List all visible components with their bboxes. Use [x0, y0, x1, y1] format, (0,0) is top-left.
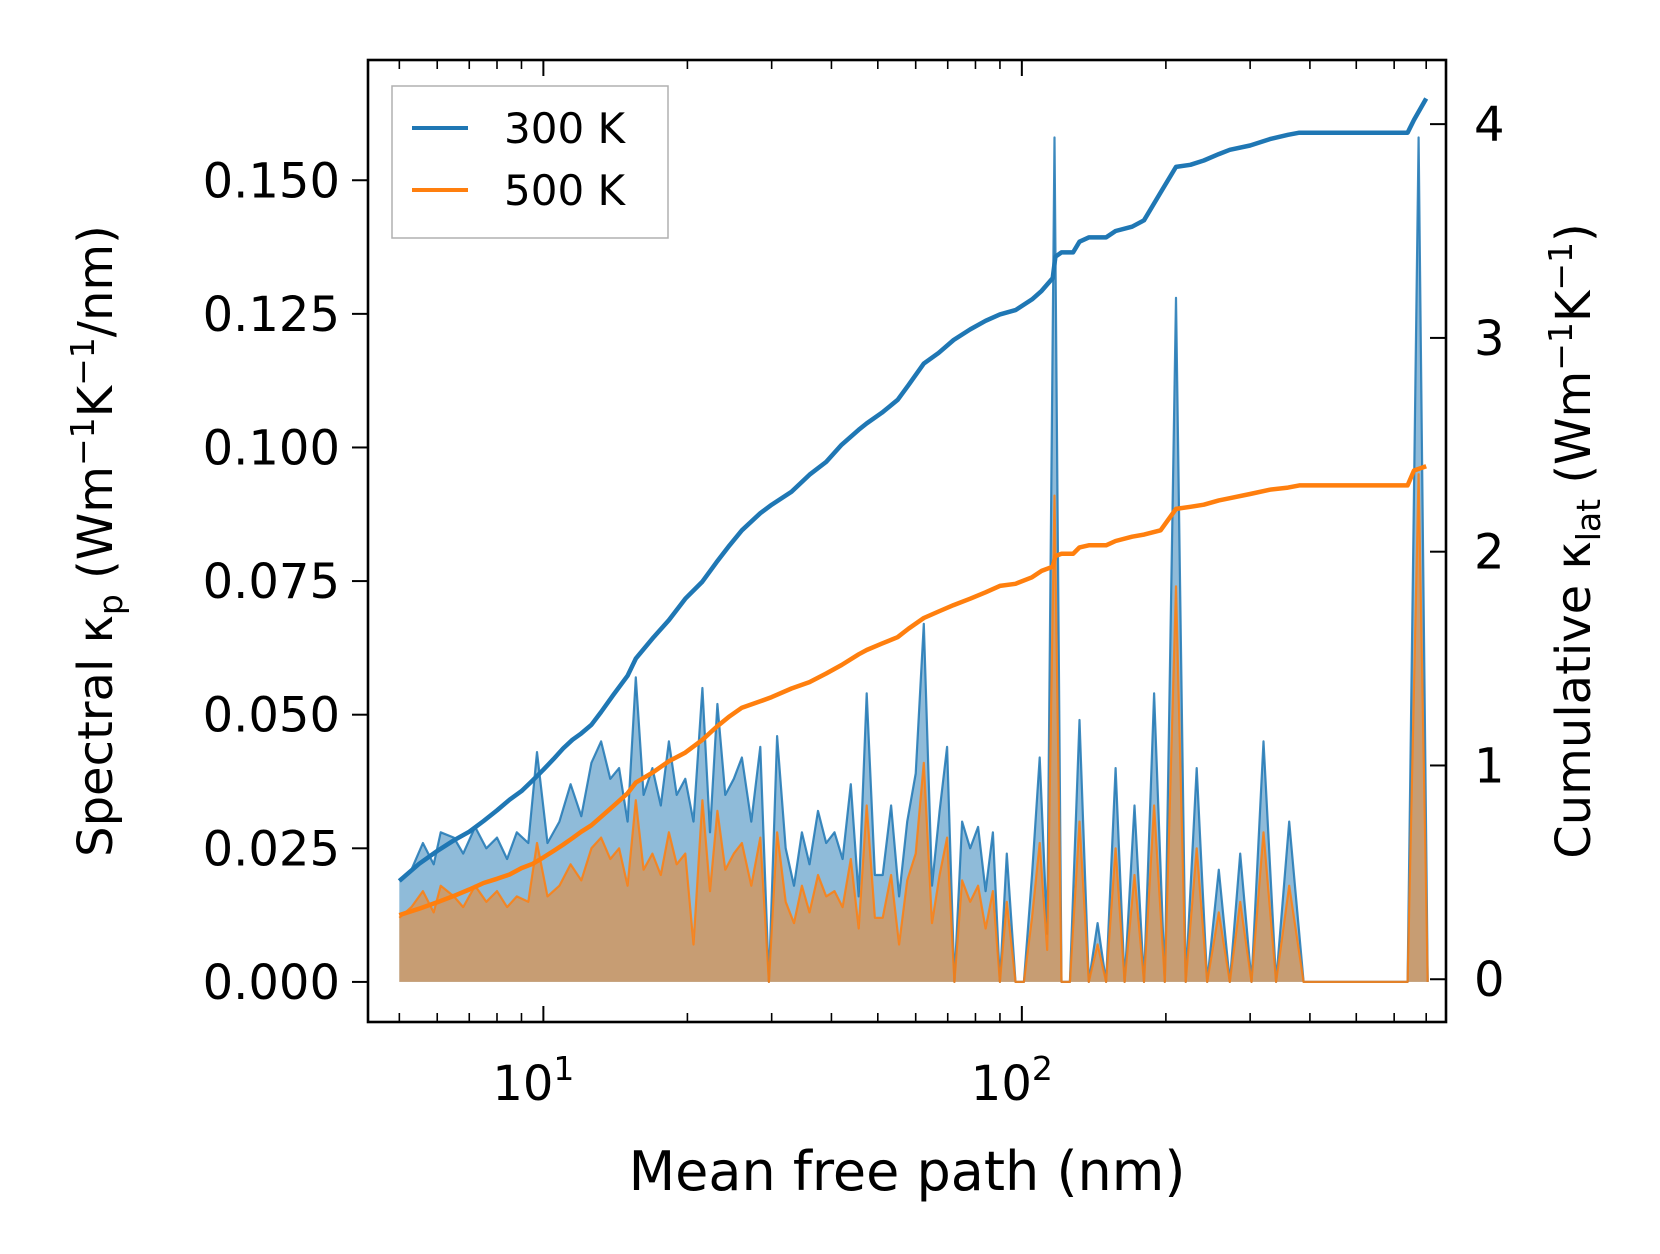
y-left-label-unit-b: K [68, 384, 124, 417]
legend-box [391, 85, 669, 239]
y-left-axis-label: Spectral κp (Wm−1K−1/nm) [63, 225, 130, 857]
y-left-label-sup2: −1 [63, 337, 102, 386]
y-right-label-sub: lat [1569, 499, 1608, 541]
legend: 300 K 500 K [391, 85, 669, 239]
y-right-label-unit-a: (Wm [1546, 371, 1602, 499]
y-left-tick-label: 0.125 [203, 287, 340, 343]
y-left-tick-label: 0.150 [203, 153, 340, 209]
y-left-tick-label: 0.000 [203, 955, 340, 1011]
plot-frame [366, 58, 1448, 1024]
y-right-label-unit-b: K [1546, 289, 1602, 322]
y-left-label-prefix: Spectral κ [68, 615, 124, 857]
y-right-tick-label: 2 [1474, 525, 1505, 581]
y-left-tick-label: 0.100 [203, 420, 340, 476]
x-tick-label: 101 [492, 1049, 574, 1112]
y-left-label-sup1: −1 [63, 417, 102, 466]
spectral-line-300k [398, 136, 1429, 983]
y-right-label-sup1: −1 [1541, 322, 1580, 371]
y-right-axis-label: Cumulative κlat (Wm−1K−1) [1541, 223, 1608, 859]
y-right-tick-label: 1 [1474, 738, 1505, 794]
y-right-tick-label: 0 [1474, 952, 1505, 1008]
y-right-label-unit-c: ) [1546, 223, 1602, 242]
y-right-tick-label: 4 [1474, 97, 1505, 153]
y-right-tick-label: 3 [1474, 311, 1505, 367]
spectral-line-500k [398, 473, 1429, 983]
y-left-label-sub: p [91, 594, 130, 615]
x-axis-label: Mean free path (nm) [629, 1140, 1186, 1203]
x-tick-label: 102 [971, 1049, 1053, 1112]
legend-label-500k: 500 K [504, 166, 627, 215]
y-left-label-unit-c: /nm) [68, 225, 124, 337]
legend-label-300k: 300 K [504, 104, 627, 153]
y-right-label-sup2: −1 [1541, 242, 1580, 291]
ticks-layer: 101 1020.0000.0250.0500.0750.1000.1250.15… [203, 60, 1505, 1112]
y-left-tick-label: 0.075 [203, 554, 340, 610]
cumulative-line-500k [398, 464, 1427, 918]
y-left-label-unit-a: (Wm [68, 466, 124, 594]
y-left-tick-label: 0.050 [203, 688, 340, 744]
y-left-tick-label: 0.025 [203, 821, 340, 877]
spectral-fill-300k [399, 137, 1428, 982]
y-right-label-prefix: Cumulative κ [1546, 541, 1602, 859]
series-layer [397, 97, 1429, 983]
cumulative-line-300k [397, 97, 1429, 883]
spectral-fill-500k [399, 474, 1428, 982]
